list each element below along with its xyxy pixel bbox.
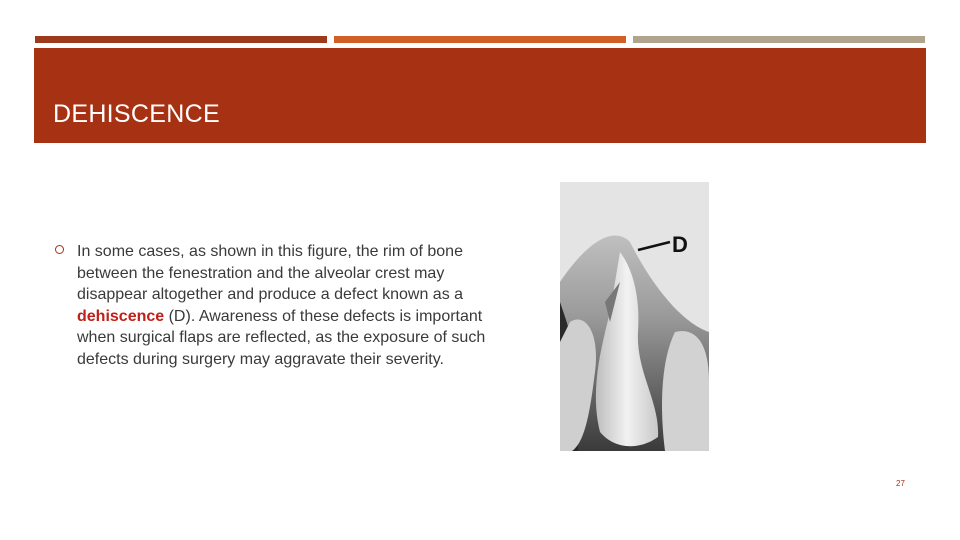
accent-bar	[633, 36, 925, 43]
highlight-term: dehiscence	[77, 307, 165, 325]
bullet-marker	[55, 245, 64, 254]
figure-label: D	[672, 232, 688, 257]
title-band: DEHISCENCE	[34, 48, 926, 143]
label-leader	[637, 240, 671, 252]
accent-bar	[334, 36, 626, 43]
accent-bar	[35, 36, 327, 43]
text-run: (D). Awareness of these defects is impor…	[77, 307, 486, 368]
bullet-text: In some cases, as shown in this figure, …	[77, 241, 489, 371]
dental-figure: D	[560, 182, 709, 451]
text-run: In some cases, as shown in this figure, …	[77, 243, 464, 304]
page-number: 27	[896, 479, 905, 488]
slide-title: DEHISCENCE	[53, 100, 220, 128]
